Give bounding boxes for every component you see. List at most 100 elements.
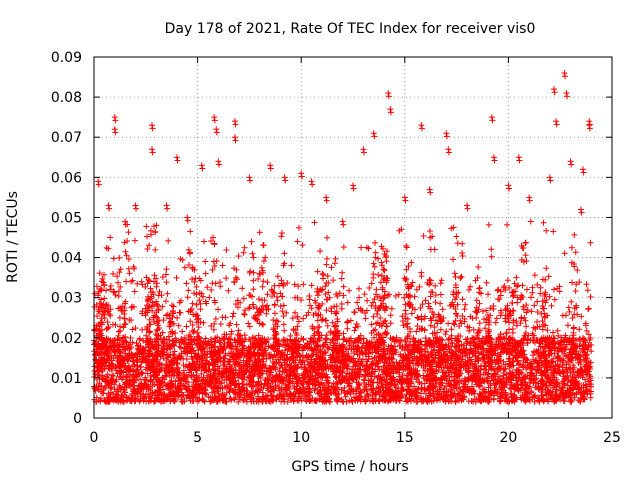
data-point — [198, 371, 205, 378]
data-point — [214, 385, 221, 392]
data-point — [131, 288, 138, 295]
data-point — [122, 248, 129, 255]
data-point — [300, 384, 307, 391]
data-point — [162, 298, 169, 305]
data-point — [107, 282, 114, 289]
data-point — [496, 335, 503, 342]
data-point — [534, 298, 541, 305]
data-point — [111, 289, 118, 296]
data-point — [288, 262, 295, 269]
data-point — [295, 283, 302, 290]
data-point — [513, 318, 520, 325]
data-point — [437, 326, 444, 333]
data-point — [387, 312, 394, 319]
data-point — [96, 270, 103, 277]
data-point — [346, 287, 353, 294]
data-point — [172, 330, 179, 337]
data-point — [587, 394, 594, 401]
data-point — [219, 262, 226, 269]
data-point — [347, 317, 354, 324]
data-point — [485, 221, 492, 228]
data-point — [262, 254, 269, 261]
data-point — [240, 310, 247, 317]
data-point — [283, 390, 290, 397]
data-point — [223, 275, 230, 282]
data-point — [453, 233, 460, 240]
data-point — [571, 231, 578, 238]
data-point — [134, 362, 141, 369]
data-point — [121, 239, 128, 246]
data-point — [194, 329, 201, 336]
data-point — [368, 321, 375, 328]
data-point — [585, 305, 592, 312]
data-point — [534, 281, 541, 288]
data-point — [181, 264, 188, 271]
data-point — [208, 286, 215, 293]
data-point — [550, 228, 557, 235]
data-point — [342, 393, 349, 400]
data-point — [530, 324, 537, 331]
data-point — [437, 291, 444, 298]
data-point — [527, 218, 534, 225]
data-point — [343, 338, 350, 345]
data-point — [490, 395, 497, 402]
data-point — [504, 221, 511, 228]
data-point — [217, 321, 224, 328]
data-point — [202, 258, 209, 265]
data-point — [545, 273, 552, 280]
data-point — [128, 317, 135, 324]
data-point — [223, 389, 230, 396]
data-point — [361, 291, 368, 298]
data-point — [531, 302, 538, 309]
data-point — [197, 306, 204, 313]
data-point — [483, 307, 490, 314]
data-point — [443, 328, 450, 335]
data-point — [432, 282, 439, 289]
data-point — [200, 293, 207, 300]
data-point — [116, 314, 123, 321]
data-point — [223, 246, 230, 253]
data-point — [219, 314, 226, 321]
data-point — [101, 295, 108, 302]
data-point — [534, 309, 541, 316]
data-point — [245, 320, 252, 327]
data-point — [340, 283, 347, 290]
data-point — [246, 323, 253, 330]
data-point — [355, 285, 362, 292]
data-point — [338, 275, 345, 282]
data-point — [332, 255, 339, 262]
data-point — [274, 297, 281, 304]
data-point — [322, 283, 329, 290]
data-point — [339, 269, 346, 276]
data-point — [240, 249, 247, 256]
data-point — [294, 238, 301, 245]
data-point — [504, 277, 511, 284]
data-point — [183, 280, 190, 287]
data-point — [344, 299, 351, 306]
data-point — [562, 312, 569, 319]
data-point — [129, 277, 136, 284]
data-point — [468, 383, 475, 390]
data-point — [230, 310, 237, 317]
data-point — [201, 367, 208, 374]
data-point — [432, 292, 439, 299]
data-point — [253, 305, 260, 312]
data-point — [271, 310, 278, 317]
data-point — [259, 283, 266, 290]
data-point — [200, 238, 207, 245]
data-point — [550, 286, 557, 293]
data-point — [190, 329, 197, 336]
data-point — [585, 306, 592, 313]
data-point — [217, 283, 224, 290]
data-point — [243, 381, 250, 388]
data-point — [369, 299, 376, 306]
data-point — [295, 224, 302, 231]
data-point — [523, 302, 530, 309]
data-point — [420, 232, 427, 239]
data-point — [219, 391, 226, 398]
data-point — [588, 348, 595, 355]
data-point — [174, 314, 181, 321]
data-point — [409, 279, 416, 286]
data-point — [264, 291, 271, 298]
data-point — [395, 291, 402, 298]
